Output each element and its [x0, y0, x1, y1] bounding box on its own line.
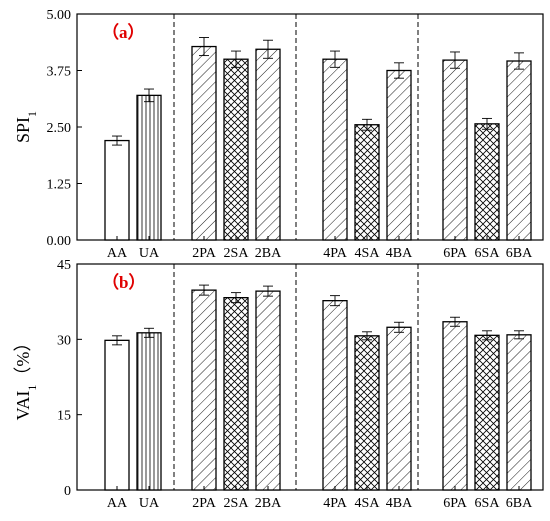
error-bar-b-2SA [231, 292, 241, 304]
error-bar-a-2SA [231, 50, 241, 68]
x-tick-label-a-UA: UA [139, 246, 160, 261]
error-bar-b-4PA [330, 295, 340, 307]
error-bar-a-2PA [199, 37, 209, 57]
bar-a-2PA [191, 45, 217, 241]
error-bar-b-6BA [514, 330, 524, 340]
bar-b-6BA [506, 334, 532, 491]
x-tick-label-b-4SA: 4SA [355, 496, 381, 511]
bar-a-6PA [442, 59, 468, 241]
y-ticks-a: 0.00 1.25 2.50 3.75 5.00 [47, 8, 82, 249]
bar-a-2BA [255, 48, 281, 241]
bar-a-6SA [474, 123, 500, 241]
x-tick-label-a-AA: AA [107, 246, 128, 261]
error-bar-a-6BA [514, 52, 524, 70]
bar-a-AA [104, 139, 130, 241]
x-tick-label-a-4PA: 4PA [323, 246, 348, 261]
x-tick-label-b-4BA: 4BA [386, 496, 413, 511]
bar-a-4PA [322, 58, 348, 241]
error-bar-b-4SA [362, 331, 372, 341]
bar-b-2SA [223, 296, 249, 491]
y-tick-label-a-1: 1.25 [47, 178, 72, 193]
bar-a-4BA [386, 69, 412, 241]
error-bar-b-AA [112, 335, 122, 346]
error-bar-a-2BA [263, 39, 273, 59]
panel-label-b: （b） [102, 272, 145, 292]
y-axis-label-a: SPI1 [13, 111, 39, 143]
bar-b-AA [104, 339, 130, 491]
bar-b-6PA [442, 321, 468, 491]
error-bar-b-6SA [482, 330, 492, 341]
y-ticks-b: 0 15 30 45 [57, 258, 82, 499]
error-bar-b-2PA [199, 284, 209, 296]
error-bar-a-4BA [394, 62, 404, 79]
error-bar-b-UA [144, 327, 154, 338]
error-bar-a-4SA [362, 118, 372, 131]
bar-a-6BA [506, 60, 532, 241]
y-tick-label-a-3: 3.75 [47, 65, 72, 80]
x-tick-label-b-AA: AA [107, 496, 128, 511]
x-tick-label-b-2BA: 2BA [255, 496, 282, 511]
panel-b: （b） VAI1（%） 0 15 30 45 AA UA 2PA 2SA 2BA 4PA 4SA 4… [13, 258, 544, 511]
y-tick-label-a-0: 0.00 [47, 234, 72, 249]
bar-b-2BA [255, 290, 281, 491]
x-tick-label-b-4PA: 4PA [323, 496, 348, 511]
bar-b-4SA [354, 335, 380, 491]
x-tick-label-a-6PA: 6PA [443, 246, 468, 261]
x-tick-label-a-6SA: 6SA [475, 246, 501, 261]
x-tick-label-a-4SA: 4SA [355, 246, 381, 261]
x-tick-label-a-4BA: 4BA [386, 246, 413, 261]
y-tick-label-b-0: 0 [64, 484, 71, 499]
x-tick-label-b-2SA: 2SA [224, 496, 250, 511]
x-tick-label-b-6SA: 6SA [475, 496, 501, 511]
y-axis-label-b: VAI1（%） [13, 334, 39, 421]
x-tick-label-a-2BA: 2BA [255, 246, 282, 261]
y-tick-label-a-2: 2.50 [47, 121, 72, 136]
panel-label-a: （a） [102, 22, 145, 42]
bars-a: AA UA 2PA 2SA 2BA 4PA 4SA 4BA 6PA 6SA 6BA [104, 14, 533, 261]
panel-a: （a） SPI1 0.00 1.25 2.50 3.75 5.00 AA UA 2PA 2SA… [13, 8, 544, 261]
x-tick-label-b-2PA: 2PA [192, 496, 217, 511]
x-tick-label-b-UA: UA [139, 496, 160, 511]
error-bar-b-6PA [450, 316, 460, 327]
bars-b: AA UA 2PA 2SA 2BA 4PA 4SA 4BA 6PA 6SA 6BA [104, 264, 533, 511]
error-bar-a-6SA [482, 117, 492, 130]
bar-a-2SA [223, 58, 249, 241]
bar-b-4BA [386, 326, 412, 491]
y-tick-label-b-2: 30 [57, 333, 71, 348]
error-bar-b-2BA [263, 285, 273, 297]
bar-b-6SA [474, 334, 500, 491]
error-bar-a-AA [112, 135, 122, 146]
x-tick-label-b-6BA: 6BA [506, 496, 533, 511]
bar-a-4SA [354, 124, 380, 241]
x-tick-label-a-2PA: 2PA [192, 246, 217, 261]
x-tick-label-a-6BA: 6BA [506, 246, 533, 261]
y-tick-label-b-1: 15 [57, 409, 71, 424]
x-tick-label-b-6PA: 6PA [443, 496, 468, 511]
bar-a-UA [136, 94, 162, 241]
error-bar-b-4BA [394, 321, 404, 333]
y-tick-label-a-4: 5.00 [47, 8, 72, 23]
error-bar-a-4PA [330, 50, 340, 68]
error-bar-a-6PA [450, 51, 460, 69]
error-bar-a-UA [144, 88, 154, 103]
x-tick-label-a-2SA: 2SA [224, 246, 250, 261]
y-tick-label-b-3: 45 [57, 258, 71, 273]
plot-frame-b [76, 263, 544, 491]
bar-b-UA [136, 332, 162, 491]
bar-b-2PA [191, 289, 217, 491]
bar-b-4PA [322, 300, 348, 491]
